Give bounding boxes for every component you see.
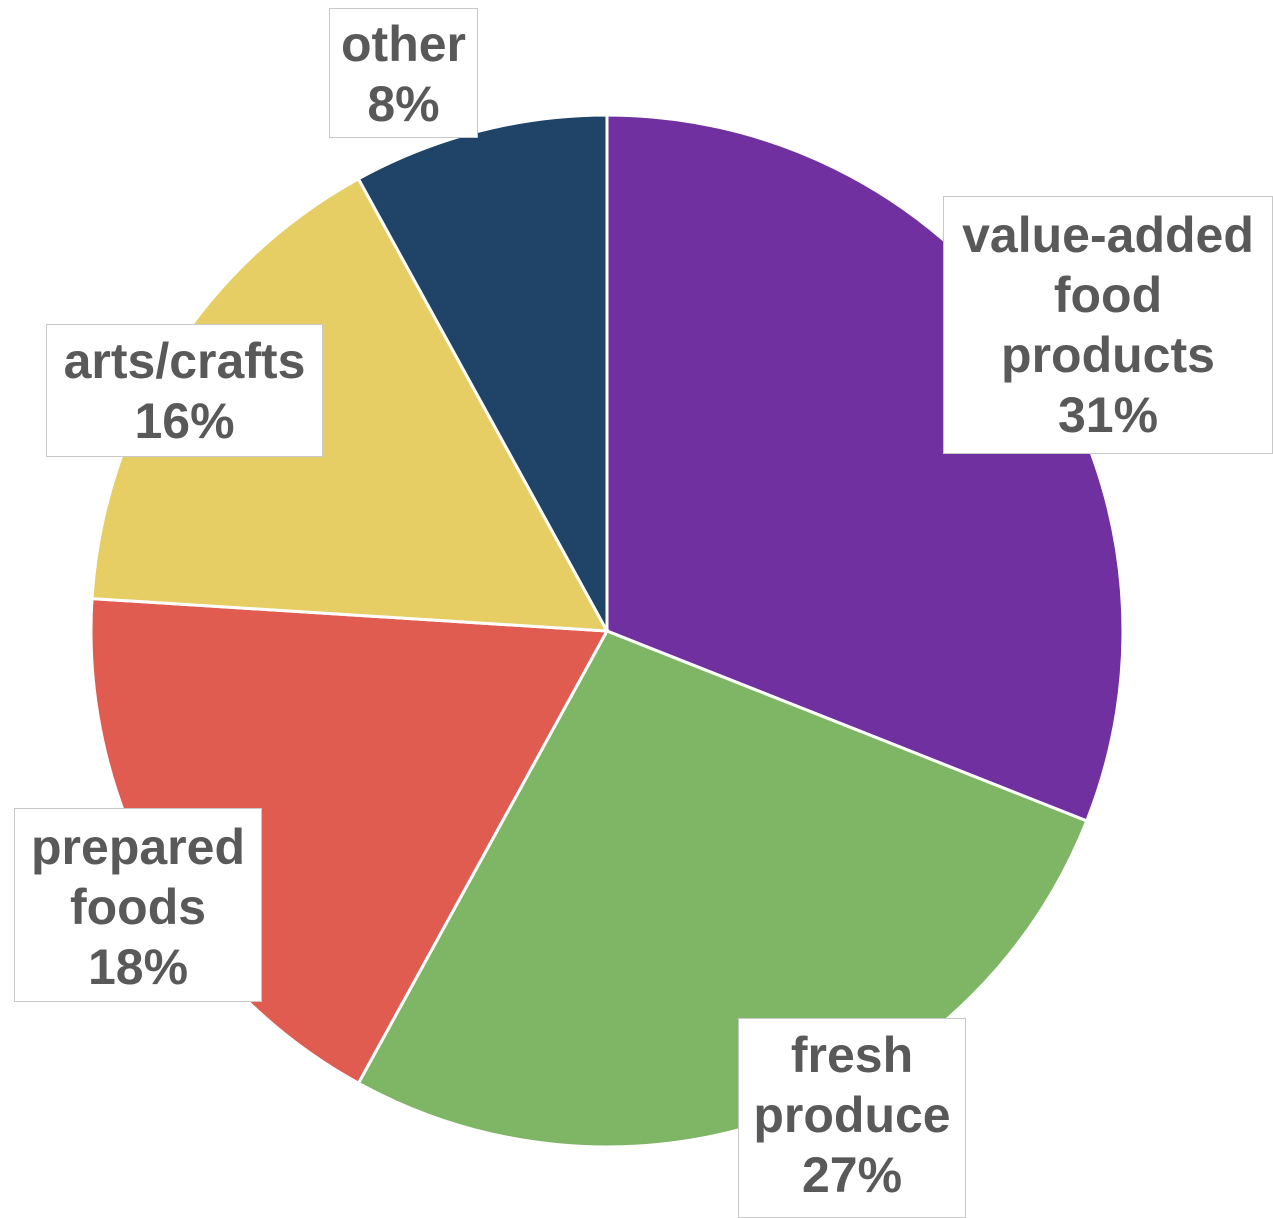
label-line: food (1053, 267, 1163, 323)
data-label-other: other 8% (329, 8, 478, 138)
data-label-arts-crafts: arts/crafts 16% (46, 324, 323, 457)
label-line: products (1001, 327, 1215, 383)
label-line: foods (69, 879, 207, 935)
label-value: 8% (367, 76, 440, 132)
label-value: 18% (87, 939, 189, 995)
label-value: 27% (801, 1147, 903, 1203)
label-line: produce (753, 1087, 951, 1143)
data-label-value-added: value-added food products 31% (943, 196, 1273, 454)
label-line: arts/crafts (63, 333, 306, 389)
label-line: value-added (962, 207, 1254, 263)
label-line: other (341, 16, 466, 72)
data-label-prepared-foods: prepared foods 18% (14, 808, 262, 1002)
label-value: 31% (1057, 387, 1159, 443)
data-label-fresh-produce: fresh produce 27% (738, 1018, 966, 1218)
pie-slice-other (356, 113, 609, 632)
label-line: fresh (790, 1027, 914, 1083)
label-line: prepared (31, 819, 245, 875)
label-value: 16% (134, 393, 235, 449)
